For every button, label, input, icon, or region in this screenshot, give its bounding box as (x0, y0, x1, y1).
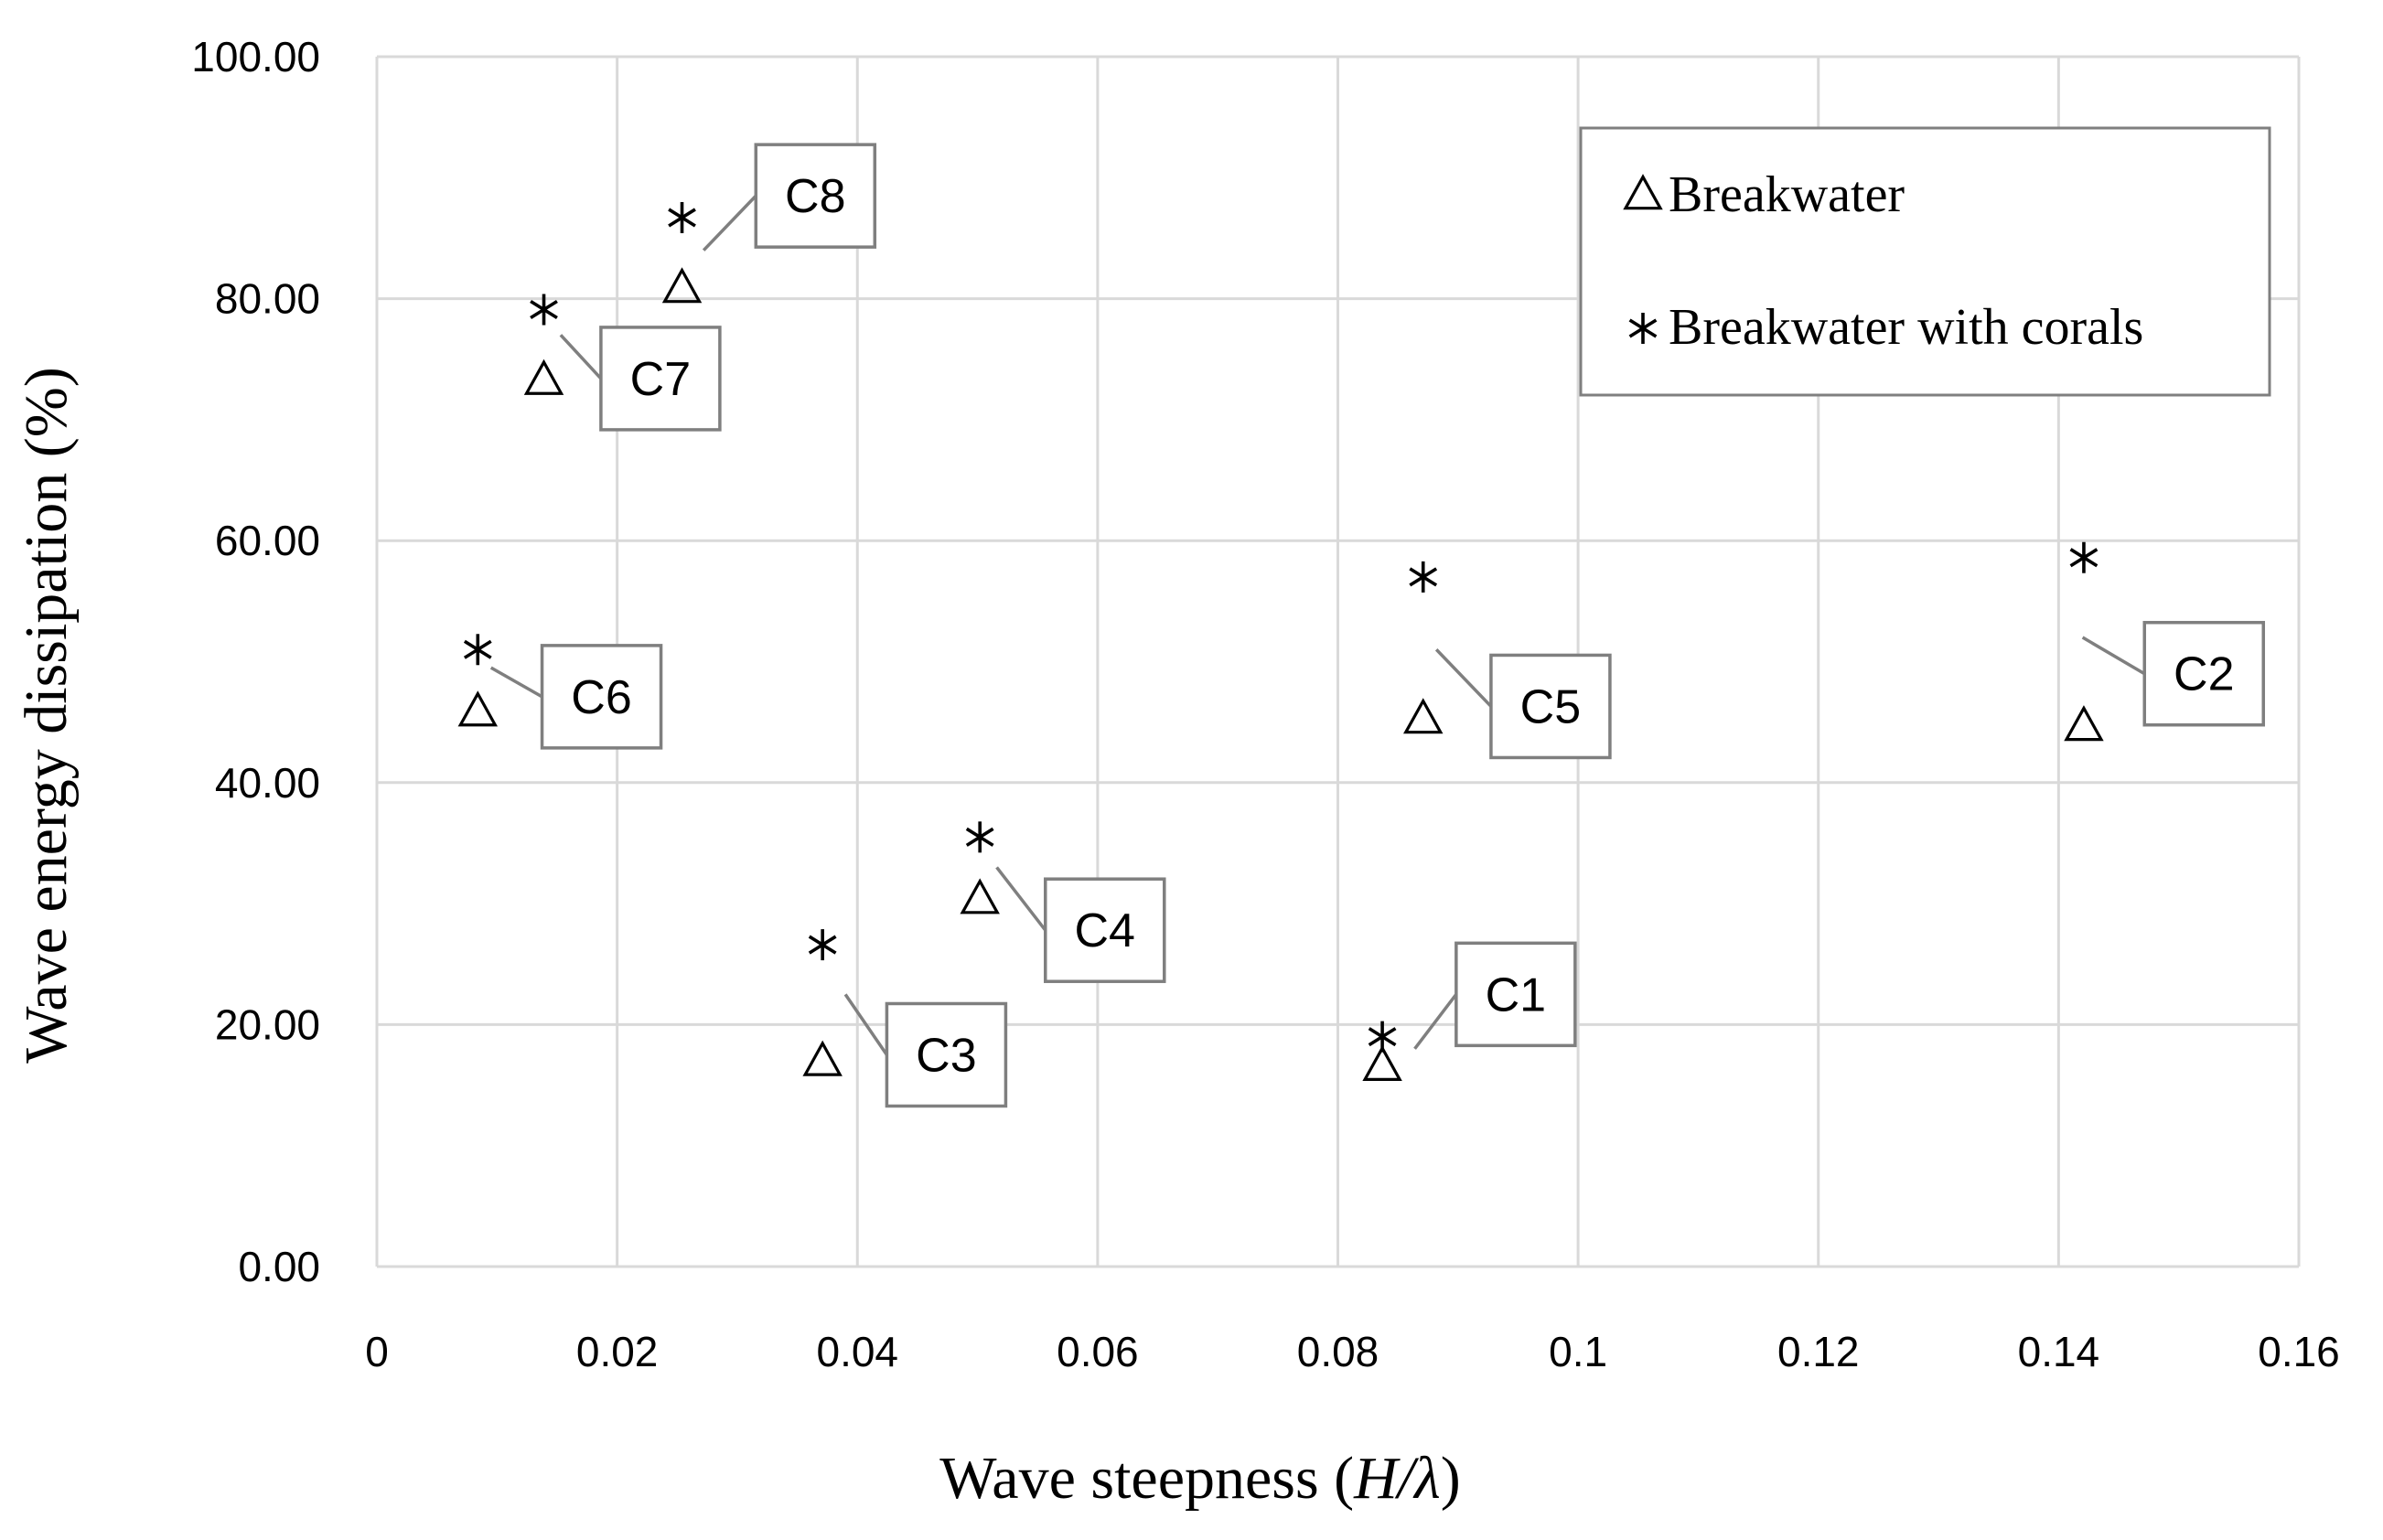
callout-box (885, 1001, 1008, 1108)
callout-leader (559, 334, 603, 380)
breakwater-point-c8 (661, 267, 703, 304)
x-tick-label: 0 (365, 1328, 389, 1375)
data-callouts: C1 C2 C3 C4 C5 C6 C7 C8 (489, 143, 2266, 1108)
asterisk-stroke (530, 299, 558, 320)
y-tick-label: 20.00 (215, 1000, 320, 1048)
legend-asterisk-icon (1628, 313, 1658, 344)
legend-triangle-icon (1623, 174, 1663, 210)
callout-leader (2081, 636, 2146, 676)
callout-label: C5 (1520, 680, 1581, 733)
callout-label: C3 (916, 1029, 976, 1082)
plot-area (375, 57, 2299, 1268)
asterisk-stroke (965, 827, 994, 847)
x-tick-label: 0.04 (816, 1328, 898, 1375)
callout-box (2142, 620, 2266, 727)
asterisk-stroke (808, 935, 837, 955)
legend-asterisk-shape (1628, 313, 1658, 344)
callout-box (1044, 877, 1166, 983)
x-tick-label: 0.14 (2018, 1328, 2100, 1375)
callout-leader (702, 194, 757, 251)
callout-label: C1 (1486, 968, 1546, 1021)
x-tick-label: 0.12 (1777, 1328, 1860, 1375)
x-axis-ticks: 0 0.02 0.04 0.06 0.08 0.1 0.12 0.14 0.16 (365, 1328, 2340, 1375)
callout-label: C7 (630, 353, 691, 406)
callout-leader (1413, 993, 1458, 1050)
asterisk-stroke (1628, 318, 1658, 338)
callout-leader (995, 866, 1047, 932)
breakwater-with-corals-point-c2 (2069, 541, 2099, 573)
x-axis-title: Wave steepness (H/λ) (939, 1445, 1460, 1512)
x-tick-label: 0.1 (1549, 1328, 1607, 1375)
callout-box (540, 644, 663, 750)
x-tick-label: 0.02 (576, 1328, 659, 1375)
x-tick-label: 0.08 (1297, 1328, 1379, 1375)
callout-box (754, 143, 877, 249)
breakwater-with-corals-point-c4 (965, 821, 994, 853)
y-tick-label: 80.00 (215, 275, 320, 323)
breakwater-point-c1 (1362, 1044, 1402, 1081)
callout-leader (489, 666, 543, 699)
legend-box (1579, 126, 2271, 397)
y-tick-label: 100.00 (191, 33, 320, 80)
asterisk-stroke (463, 639, 492, 659)
x-axis-title-prefix: Wave steepness ( (939, 1445, 1354, 1512)
y-tick-label: 40.00 (215, 759, 320, 807)
asterisk-stroke (1409, 567, 1438, 587)
legend-label-breakwater-with-corals: Breakwater with corals (1669, 299, 2143, 356)
breakwater-point-c2 (2064, 705, 2104, 742)
y-axis-ticks: 0.00 20.00 40.00 60.00 80.00 100.00 (191, 33, 320, 1290)
legend: Breakwater Breakwater with corals (1579, 126, 2271, 397)
y-tick-label: 60.00 (215, 517, 320, 564)
callout-box (599, 326, 722, 432)
x-tick-label: 0.06 (1057, 1328, 1139, 1375)
asterisk-stroke (668, 208, 696, 228)
breakwater-with-corals-point-c1 (1368, 1021, 1397, 1053)
callout-label: C4 (1075, 904, 1135, 957)
callout-box (1489, 653, 1612, 760)
breakwater-point-c6 (457, 690, 499, 727)
y-tick-label: 0.00 (238, 1243, 320, 1290)
asterisk-stroke (2069, 548, 2099, 568)
breakwater-point-c7 (523, 358, 564, 395)
asterisk-stroke (1368, 1027, 1397, 1047)
x-tick-label: 0.16 (2258, 1328, 2340, 1375)
x-axis-title-suffix: ) (1441, 1445, 1461, 1512)
breakwater-point-c5 (1403, 698, 1444, 734)
callout-label: C8 (785, 170, 845, 223)
breakwater-with-corals-point-c5 (1409, 561, 1438, 593)
legend-label-breakwater: Breakwater (1669, 166, 1905, 223)
data-points (457, 201, 2104, 1081)
breakwater-with-corals-point-c8 (668, 201, 696, 233)
breakwater-point-c4 (960, 878, 1000, 914)
callout-box (1454, 941, 1577, 1048)
breakwater-with-corals-point-c6 (463, 634, 492, 666)
x-axis-title-italic: H/λ (1353, 1445, 1441, 1512)
callout-leader (1434, 648, 1493, 708)
callout-leader (843, 993, 888, 1056)
breakwater-with-corals-point-c3 (808, 929, 837, 961)
legend-triangle-shape (1623, 174, 1663, 210)
breakwater-with-corals-point-c7 (530, 294, 558, 326)
callout-label: C2 (2174, 648, 2234, 701)
y-axis-title: Wave energy dissipation (%) (13, 367, 80, 1063)
callout-label: C6 (571, 671, 631, 724)
breakwater-point-c3 (802, 1040, 843, 1076)
